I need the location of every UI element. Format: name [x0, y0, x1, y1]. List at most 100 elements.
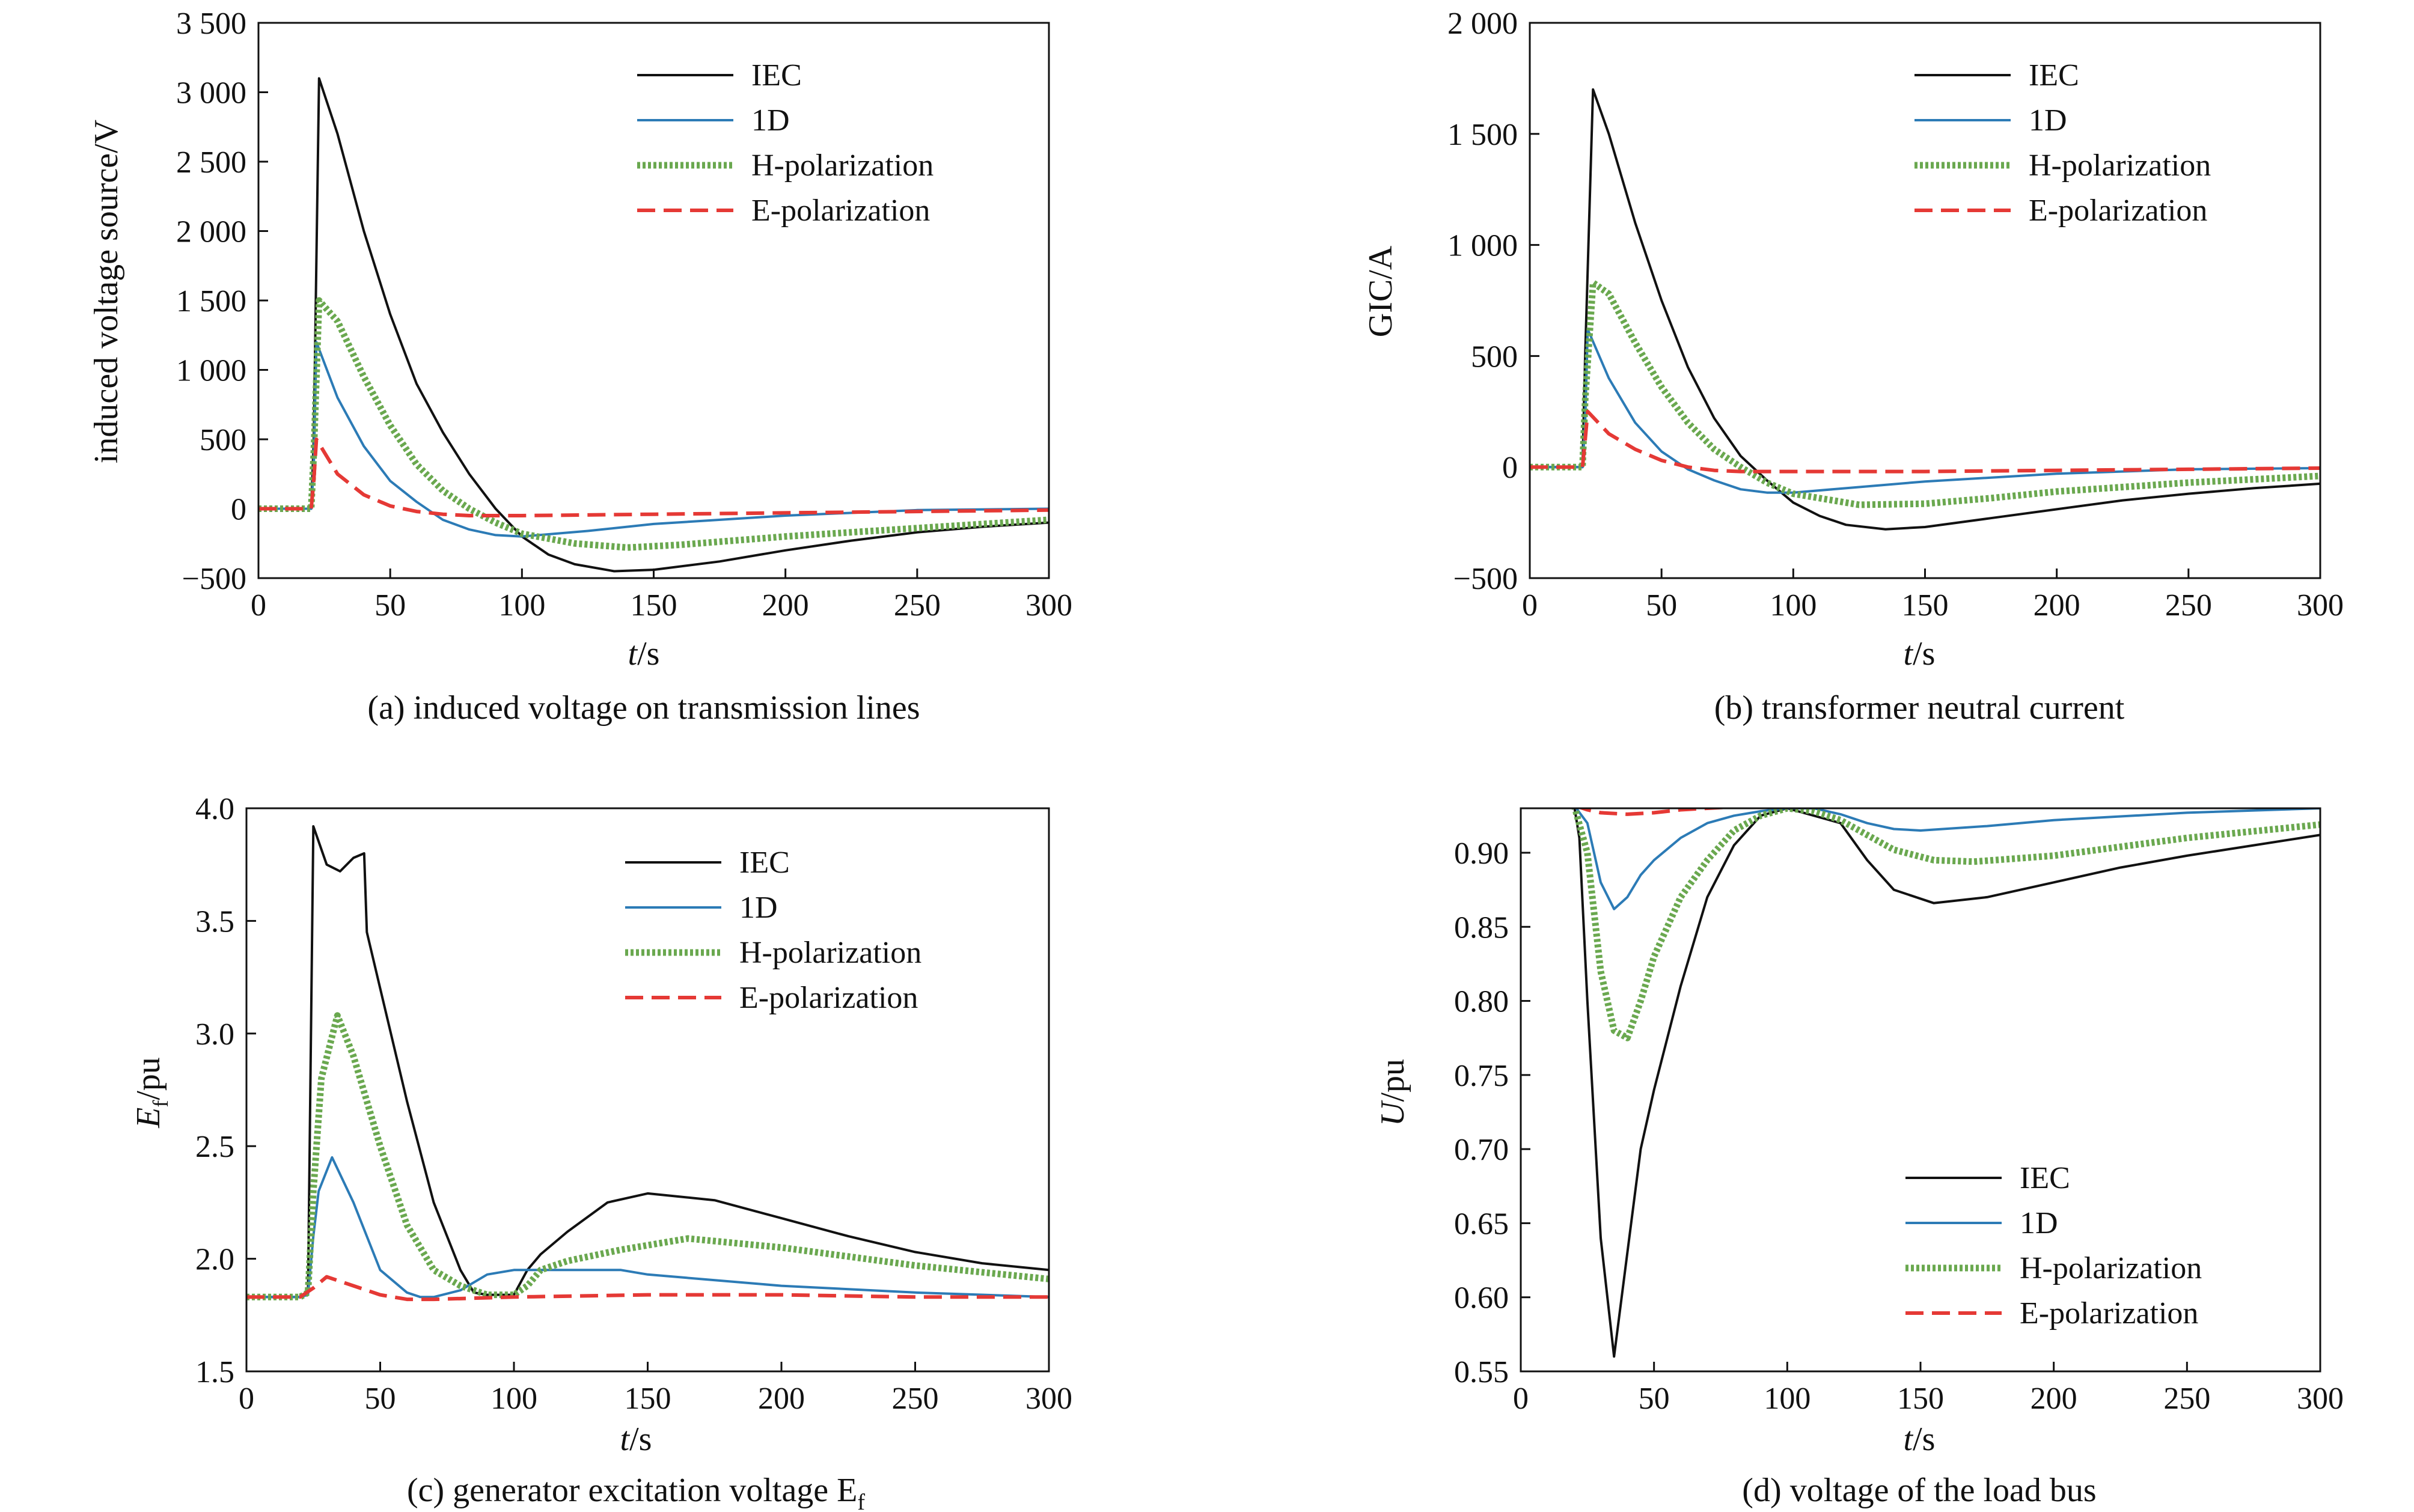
- panel-d-ytick-label-2: 0.65: [1454, 1207, 1509, 1241]
- panel-c-series-e-polarization: [246, 1275, 1049, 1302]
- panel-b-legend-label-h-polarization: H-polarization: [2029, 148, 2211, 183]
- panel-d-ytick-label-0: 0.55: [1454, 1355, 1509, 1389]
- panel-d-legend-label-e-polarization: E-polarization: [2020, 1296, 2198, 1331]
- panel-b-series-h-polarization: [1530, 279, 2320, 508]
- panel-d-series-1d: [1574, 808, 2320, 910]
- panel-d-xtick-label-5: 250: [2163, 1382, 2210, 1416]
- panel-a-legend: IEC 1D H-polarization E-polarization: [637, 58, 934, 228]
- panel-d-ylabel: U/pu: [1374, 1059, 1411, 1126]
- panel-c-ytick-label-3: 3.0: [195, 1017, 234, 1052]
- panel-d-ytick-label-5: 0.80: [1454, 985, 1509, 1019]
- panel-b-xtick-label-4: 200: [2034, 588, 2080, 623]
- panel-c-legend-label-e-polarization: E-polarization: [739, 981, 918, 1015]
- panel-b-legend-label-1d: 1D: [2029, 103, 2067, 138]
- panel-a-ytick-label-2: 500: [200, 423, 246, 457]
- panel-c-xtick-label-1: 50: [365, 1382, 396, 1416]
- panel-c-frame: [245, 807, 1050, 1373]
- panel-d-ytick-label-3: 0.70: [1454, 1133, 1509, 1167]
- panel-b-ytick-label-1: 0: [1502, 451, 1518, 485]
- panel-a-ytick-label-7: 3 000: [176, 76, 246, 111]
- panel-b-series-1d: [1530, 328, 2320, 494]
- panel-c-series-iec: [246, 825, 1049, 1299]
- panel-a-xlabel: t/s: [628, 635, 660, 672]
- panel-a-xtick-label-3: 150: [631, 588, 677, 623]
- panel-d-frame: [1520, 807, 2321, 1373]
- panel-d-xtick-label-0: 0: [1513, 1382, 1529, 1416]
- panel-b-xtick-label-5: 250: [2165, 588, 2212, 623]
- panel-d-xtick-label-6: 300: [2297, 1382, 2344, 1416]
- panel-b-ylabel: GIC/A: [1362, 245, 1399, 337]
- panel-d-legend-label-iec: IEC: [2020, 1161, 2070, 1195]
- panel-c-legend-label-1d: 1D: [739, 891, 778, 925]
- panel-c-plot: 0 50 100 150 200 250 300 1.5 2.0 2.5 3.0 3.5 4.0 IEC 1…: [195, 792, 1072, 1416]
- panel-d-legend-label-h-polarization: H-polarization: [2020, 1251, 2202, 1285]
- panel-a-ylabel: induced voltage source/V: [88, 120, 125, 463]
- panel-b-ytick-label-3: 1 000: [1447, 229, 1518, 263]
- panel-a-legend-label-h-polarization: H-polarization: [751, 148, 934, 183]
- panel-a-xtick-label-0: 0: [251, 588, 266, 623]
- panel-a-ytick-label-6: 2 500: [176, 145, 246, 180]
- panel-b-ytick-label-0: −500: [1453, 562, 1518, 596]
- panel-c-xtick-label-6: 300: [1025, 1382, 1072, 1416]
- panel-c-ytick-label-4: 3.5: [195, 904, 234, 939]
- panel-a-legend-label-e-polarization: E-polarization: [751, 194, 930, 228]
- panel-b-ytick-label-4: 1 500: [1447, 118, 1518, 152]
- panel-a-xtick-label-2: 100: [498, 588, 545, 623]
- panel-b-ytick-label-5: 2 000: [1447, 7, 1518, 41]
- panel-d-legend-label-1d: 1D: [2020, 1206, 2058, 1240]
- panel-c-ytick-label-0: 1.5: [195, 1355, 234, 1389]
- panel-b-caption: (b) transformer neutral current: [1714, 689, 2125, 727]
- panel-d-plot: 0 50 100 150 200 250 300 0.55 0.60 0.65 0.70 0.75 0.…: [1454, 807, 2344, 1416]
- panel-a-legend-label-1d: 1D: [751, 103, 790, 138]
- panel-a-ytick-label-1: 0: [231, 493, 246, 527]
- panel-c-ytick-label-2: 2.5: [195, 1130, 234, 1164]
- panel-a-ytick-label-8: 3 500: [176, 7, 246, 41]
- panel-a-xtick-label-6: 300: [1025, 588, 1072, 623]
- panel-a-series-iec: [258, 77, 1049, 573]
- panel-b-legend-label-iec: IEC: [2029, 58, 2079, 93]
- panel-a-legend-label-iec: IEC: [751, 58, 802, 93]
- panel-c-caption: (c) generator excitation voltage Ef: [407, 1472, 865, 1512]
- panel-c-xtick-label-4: 200: [758, 1382, 805, 1416]
- panel-c-series-1d: [246, 1156, 1049, 1299]
- panel-c-legend: IEC 1D H-polarization E-polarization: [625, 846, 921, 1015]
- panel-c-xtick-label-2: 100: [490, 1382, 537, 1416]
- panel-a-series-h-polarization: [258, 297, 1049, 551]
- panel-b-xtick-label-2: 100: [1770, 588, 1817, 623]
- panel-d-ytick-label-6: 0.85: [1454, 910, 1509, 945]
- panel-d-xtick-label-4: 200: [2031, 1382, 2077, 1416]
- panel-d-xtick-label-3: 150: [1897, 1382, 1944, 1416]
- panel-b-ytick-label-2: 500: [1471, 340, 1518, 374]
- panel-c-legend-label-iec: IEC: [739, 846, 790, 880]
- panel-a-series-1d: [258, 341, 1049, 538]
- panel-a-series-e-polarization: [258, 437, 1049, 517]
- panel-d: 0 50 100 150 200 250 300 0.55 0.60 0.65 0.70 0.75 0.…: [1374, 807, 2344, 1509]
- panel-c: 0 50 100 150 200 250 300 1.5 2.0 2.5 3.0 3.5 4.0 IEC 1…: [130, 792, 1072, 1512]
- panel-b-xtick-label-0: 0: [1522, 588, 1538, 623]
- panel-d-xtick-label-1: 50: [1639, 1382, 1670, 1416]
- panel-c-series-h-polarization: [246, 1012, 1049, 1300]
- panel-d-series-h-polarization: [1521, 808, 2320, 1041]
- panel-c-xlabel: t/s: [620, 1421, 652, 1458]
- panel-d-xtick-label-2: 100: [1764, 1382, 1810, 1416]
- panel-b-xtick-label-1: 50: [1646, 588, 1677, 623]
- panel-c-ytick-label-5: 4.0: [195, 792, 234, 826]
- panel-d-xlabel: t/s: [1904, 1421, 1936, 1458]
- panel-b-series-e-polarization: [1530, 409, 2320, 474]
- panel-d-ytick-label-7: 0.90: [1454, 837, 1509, 871]
- panel-a-xtick-label-5: 250: [894, 588, 941, 623]
- panel-c-ytick-label-1: 2.0: [195, 1243, 234, 1277]
- panel-d-caption: (d) voltage of the load bus: [1742, 1472, 2096, 1509]
- panel-a-xtick-label-4: 200: [762, 588, 809, 623]
- panel-b-legend: IEC 1D H-polarization E-polarization: [1914, 58, 2211, 228]
- panel-a-ytick-label-3: 1 000: [176, 354, 246, 388]
- panel-d-ytick-label-4: 0.75: [1454, 1059, 1509, 1093]
- panel-c-ylabel: Ef/pu: [130, 1057, 173, 1129]
- panel-a-caption: (a) induced voltage on transmission line…: [367, 689, 920, 727]
- panel-b-frame: [1529, 22, 2321, 579]
- panel-c-legend-label-h-polarization: H-polarization: [739, 936, 921, 970]
